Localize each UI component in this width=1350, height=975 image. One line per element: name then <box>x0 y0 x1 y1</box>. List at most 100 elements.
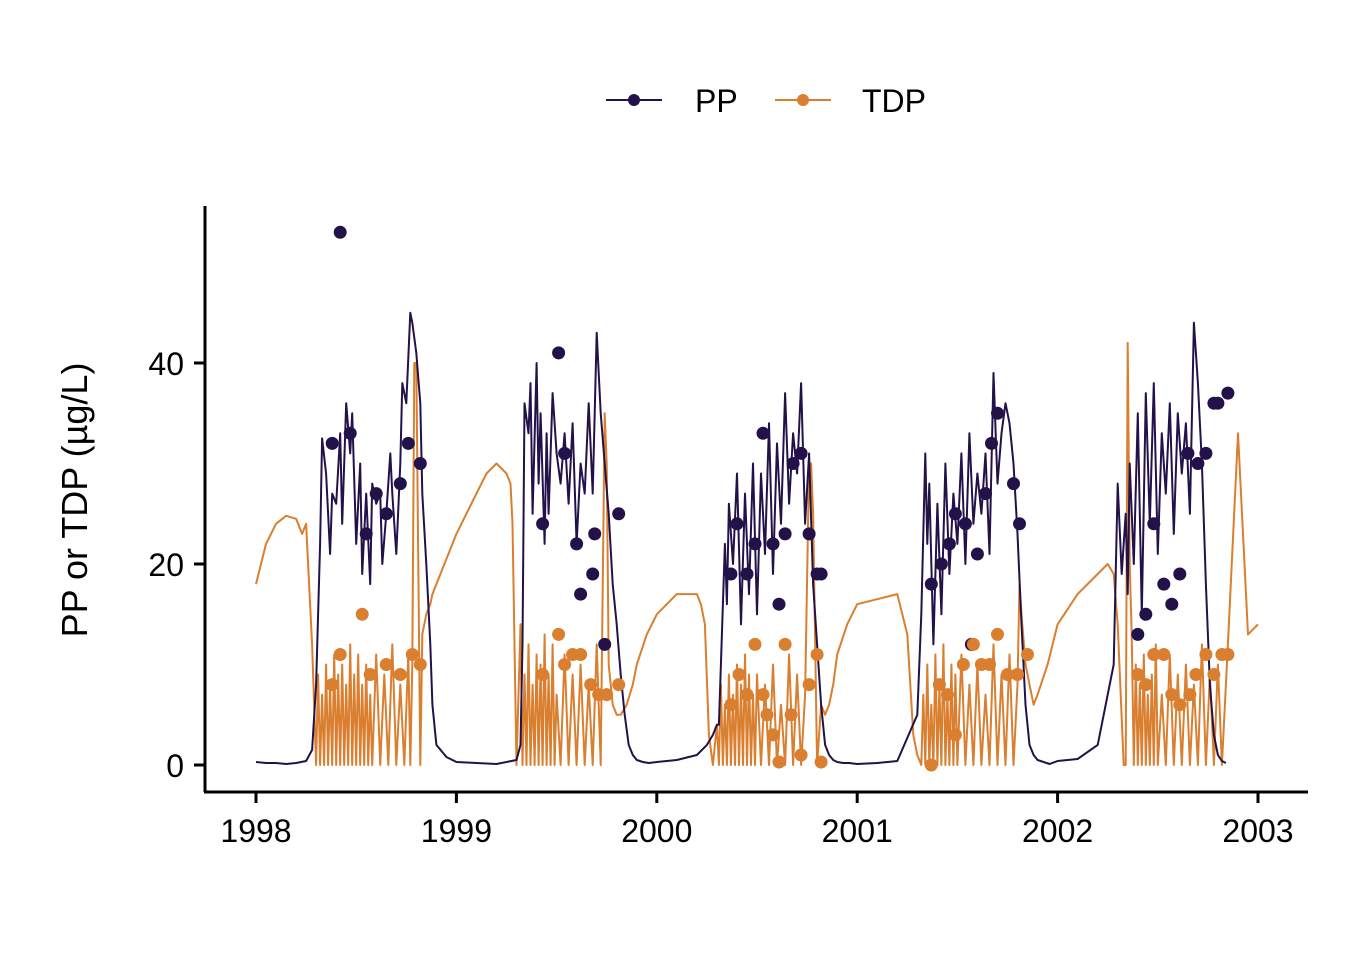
data-point-tdp <box>983 658 996 671</box>
data-point-pp <box>401 436 415 450</box>
data-point-tdp <box>948 728 962 742</box>
x-tick-label: 2002 <box>1022 813 1093 849</box>
data-point-pp <box>958 517 972 531</box>
data-point-tdp <box>1157 648 1171 661</box>
y-axis-title: PP or TDP (µg/L) <box>54 363 95 638</box>
data-point-pp <box>1221 386 1235 400</box>
x-tick-label: 1998 <box>220 813 291 849</box>
data-point-pp <box>1131 627 1145 641</box>
data-point-pp <box>343 426 357 440</box>
data-point-tdp <box>766 728 780 742</box>
data-point-pp <box>1173 567 1187 581</box>
data-point-pp <box>536 517 550 531</box>
data-point-tdp <box>393 668 407 681</box>
legend-tdp-marker <box>797 94 809 106</box>
data-point-tdp <box>956 658 970 671</box>
data-point-pp <box>574 587 588 601</box>
data-point-pp <box>924 577 938 591</box>
data-point-pp <box>979 487 992 501</box>
data-point-tdp <box>584 678 598 692</box>
data-point-pp <box>1211 396 1225 410</box>
data-point-pp <box>948 507 962 521</box>
data-point-pp <box>570 537 584 551</box>
data-point-pp <box>1007 477 1020 491</box>
data-point-tdp <box>379 658 393 671</box>
data-point-tdp <box>760 708 774 722</box>
data-point-pp <box>612 507 626 521</box>
data-point-tdp <box>1199 648 1213 661</box>
data-point-tdp <box>325 678 339 692</box>
series-line-tdp <box>255 341 1259 766</box>
data-point-tdp <box>1183 688 1197 702</box>
data-point-pp <box>558 446 572 460</box>
data-point-tdp <box>1139 678 1153 692</box>
data-point-pp <box>814 567 828 581</box>
data-point-pp <box>1199 446 1213 460</box>
data-point-tdp <box>1147 648 1161 661</box>
y-tick-label: 0 <box>166 748 184 784</box>
data-point-tdp <box>924 758 938 772</box>
data-point-pp <box>991 406 1004 420</box>
data-point-pp <box>598 637 612 651</box>
data-point-tdp <box>940 688 954 702</box>
data-point-tdp <box>1173 698 1187 712</box>
data-point-tdp <box>740 688 754 702</box>
data-point-tdp <box>756 688 770 702</box>
y-ticks: 0 20 40 <box>148 346 205 784</box>
data-point-tdp <box>355 607 369 621</box>
data-point-pp <box>359 527 373 541</box>
y-tick-label: 20 <box>148 547 184 583</box>
x-tick-label: 1999 <box>421 813 492 849</box>
x-tick-label: 2003 <box>1222 813 1293 849</box>
data-point-tdp <box>552 627 566 641</box>
data-point-pp <box>1139 607 1153 621</box>
data-point-pp <box>1165 597 1179 611</box>
data-point-pp <box>934 557 948 571</box>
data-point-pp <box>1147 517 1161 531</box>
data-point-pp <box>1191 457 1205 470</box>
data-point-pp <box>766 537 780 551</box>
data-point-tdp <box>574 648 588 661</box>
y-tick-label: 40 <box>148 346 184 382</box>
x-tick-label: 2000 <box>621 813 692 849</box>
data-point-pp <box>970 547 984 561</box>
data-point-tdp <box>612 678 626 692</box>
data-point-tdp <box>794 748 808 762</box>
data-point-pp <box>369 487 383 501</box>
data-point-pp <box>413 457 427 470</box>
data-point-pp <box>393 477 407 491</box>
data-point-pp <box>794 446 808 460</box>
data-point-pp <box>778 527 792 541</box>
data-point-tdp <box>810 648 824 661</box>
data-point-tdp <box>405 648 419 661</box>
data-point-pp <box>588 527 602 541</box>
data-point-tdp <box>778 637 792 651</box>
data-point-tdp <box>748 637 762 651</box>
data-point-tdp <box>1165 688 1179 702</box>
data-point-pp <box>942 537 956 551</box>
x-ticks: 1998 1999 2000 2001 2002 2003 <box>220 792 1294 849</box>
legend-pp-marker <box>628 94 640 106</box>
data-point-tdp <box>932 678 946 692</box>
data-point-pp <box>756 426 770 440</box>
data-point-pp <box>333 225 347 239</box>
data-point-tdp <box>814 755 828 769</box>
data-point-pp <box>730 517 744 531</box>
data-point-tdp <box>772 755 786 769</box>
data-point-pp <box>1181 446 1195 460</box>
data-point-tdp <box>1221 648 1235 661</box>
legend: PP TDP <box>606 83 926 119</box>
data-point-tdp <box>363 668 377 681</box>
plot-points <box>325 225 1235 772</box>
data-point-tdp <box>333 648 347 661</box>
data-point-tdp <box>802 678 816 692</box>
data-point-tdp <box>1001 668 1014 681</box>
data-point-pp <box>586 567 600 581</box>
data-point-tdp <box>784 708 798 722</box>
data-point-tdp <box>1131 668 1145 681</box>
data-point-tdp <box>558 658 572 671</box>
data-point-pp <box>802 527 816 541</box>
legend-tdp-label: TDP <box>862 83 926 119</box>
data-point-pp <box>985 436 998 450</box>
x-tick-label: 2001 <box>822 813 893 849</box>
